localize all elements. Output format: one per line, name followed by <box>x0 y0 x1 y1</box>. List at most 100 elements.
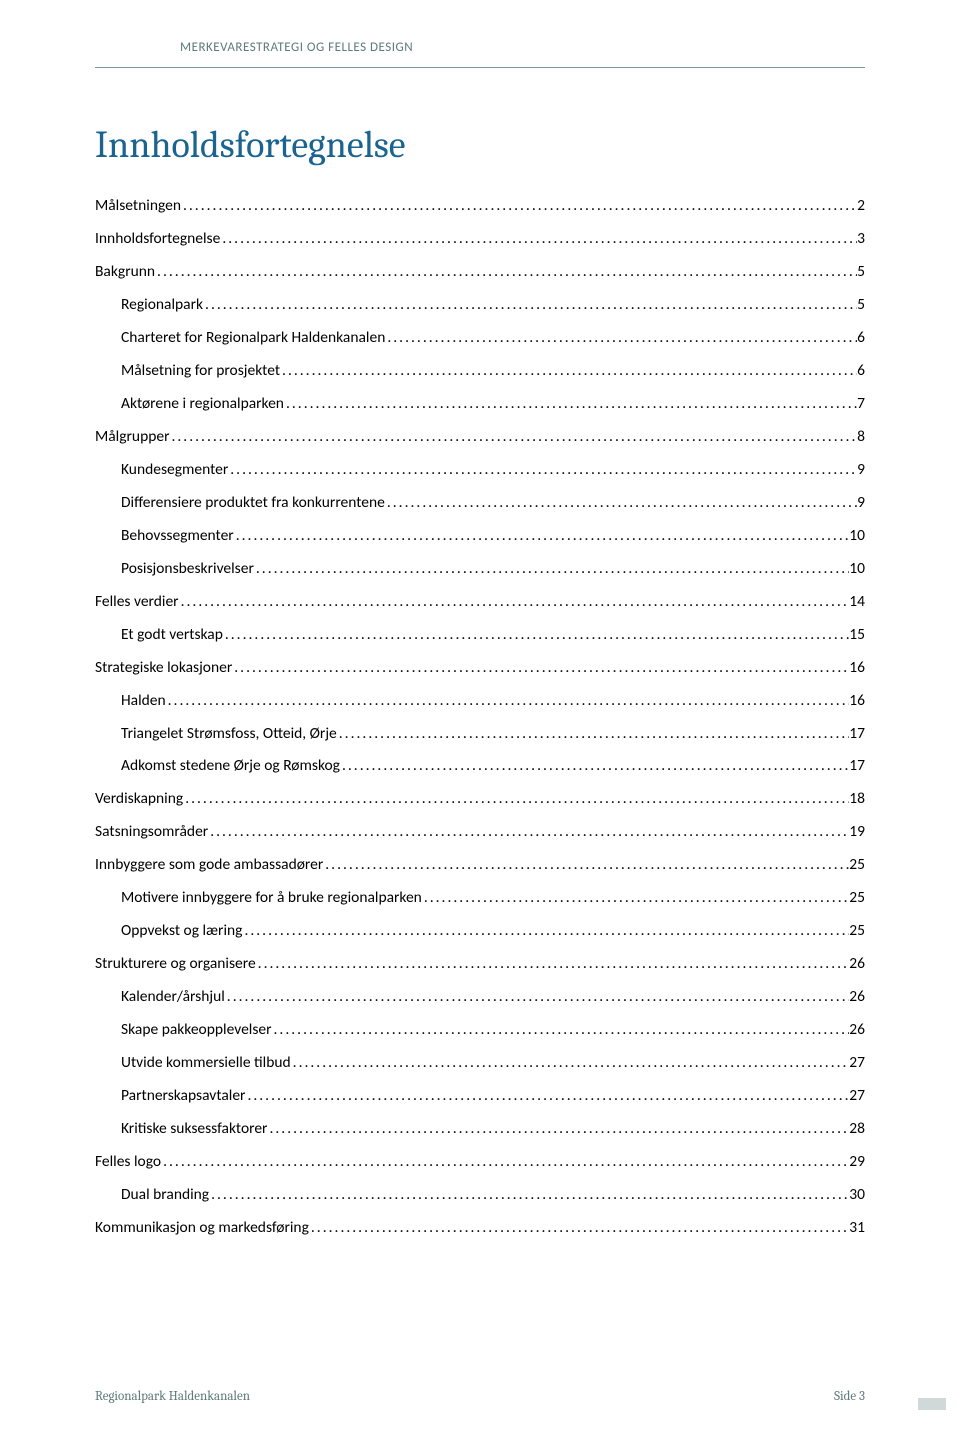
toc-entry-page: 18 <box>849 788 865 810</box>
toc-entry-label: Innholdsfortegnelse <box>95 228 220 250</box>
toc-entry-label: Triangelet Strømsfoss, Otteid, Ørje <box>121 723 337 745</box>
toc-row: Målgrupper8 <box>95 426 865 448</box>
toc-entry-label: Utvide kommersielle tilbud <box>121 1052 291 1074</box>
toc-entry-page: 28 <box>849 1118 865 1140</box>
toc-leader-dots <box>155 261 857 283</box>
toc-entry-page: 14 <box>849 591 865 613</box>
toc-entry-page: 26 <box>849 986 865 1008</box>
toc-entry-label: Posisjonsbeskrivelser <box>121 558 254 580</box>
toc-row: Strategiske lokasjoner16 <box>95 657 865 679</box>
toc-entry-page: 16 <box>849 690 865 712</box>
toc-entry-page: 26 <box>849 1019 865 1041</box>
toc-leader-dots <box>228 459 857 481</box>
toc-entry-label: Strukturere og organisere <box>95 953 256 975</box>
toc-entry-label: Målgrupper <box>95 426 169 448</box>
toc-entry-label: Strategiske lokasjoner <box>95 657 232 679</box>
toc-leader-dots <box>242 920 849 942</box>
toc-entry-page: 7 <box>857 393 865 415</box>
toc-leader-dots <box>245 1085 849 1107</box>
toc-entry-label: Kommunikasjon og markedsføring <box>95 1217 309 1239</box>
toc-leader-dots <box>267 1118 849 1140</box>
toc-entry-page: 19 <box>849 821 865 843</box>
toc-row: Målsetning for prosjektet6 <box>95 360 865 382</box>
toc-entry-page: 9 <box>857 492 865 514</box>
toc-entry-label: Verdiskapning <box>95 788 183 810</box>
toc-entry-page: 3 <box>857 228 865 250</box>
toc-entry-page: 31 <box>849 1217 865 1239</box>
toc-row: Innbyggere som gode ambassadører 25 <box>95 854 865 876</box>
toc-entry-page: 15 <box>849 624 865 646</box>
toc-row: Halden16 <box>95 690 865 712</box>
toc-leader-dots <box>385 327 857 349</box>
toc-entry-page: 5 <box>857 261 865 283</box>
toc-row: Oppvekst og læring25 <box>95 920 865 942</box>
toc-row: Satsningsområder19 <box>95 821 865 843</box>
toc-entry-label: Regionalpark <box>121 294 203 316</box>
toc-row: Dual branding 30 <box>95 1184 865 1206</box>
toc-row: Triangelet Strømsfoss, Otteid, Ørje 17 <box>95 723 865 745</box>
toc-leader-dots <box>340 755 849 777</box>
toc-row: Målsetningen2 <box>95 195 865 217</box>
toc-entry-label: Et godt vertskap <box>121 624 223 646</box>
toc-leader-dots <box>256 953 850 975</box>
toc-entry-page: 26 <box>849 953 865 975</box>
toc-leader-dots <box>183 788 849 810</box>
toc-row: Felles verdier 14 <box>95 591 865 613</box>
toc-entry-page: 17 <box>849 723 865 745</box>
toc-entry-label: Differensiere produktet fra konkurrenten… <box>121 492 385 514</box>
footer-right: Side 3 <box>834 1389 865 1404</box>
toc-leader-dots <box>422 887 849 909</box>
toc-leader-dots <box>309 1217 849 1239</box>
toc-row: Posisjonsbeskrivelser10 <box>95 558 865 580</box>
toc-entry-label: Dual branding <box>121 1184 209 1206</box>
toc-leader-dots <box>161 1151 849 1173</box>
toc-entry-label: Kritiske suksessfaktorer <box>121 1118 267 1140</box>
toc-entry-label: Skape pakkeopplevelser <box>121 1019 272 1041</box>
toc-entry-page: 6 <box>857 327 865 349</box>
toc-leader-dots <box>181 195 857 217</box>
toc-leader-dots <box>385 492 857 514</box>
toc-leader-dots <box>179 591 850 613</box>
toc-leader-dots <box>225 986 850 1008</box>
toc-entry-page: 6 <box>857 360 865 382</box>
toc-entry-page: 9 <box>857 459 865 481</box>
toc-leader-dots <box>203 294 857 316</box>
toc-entry-page: 5 <box>857 294 865 316</box>
toc-entry-label: Behovssegmenter <box>121 525 234 547</box>
toc-entry-page: 27 <box>849 1085 865 1107</box>
toc-entry-page: 25 <box>849 887 865 909</box>
toc-entry-page: 30 <box>849 1184 865 1206</box>
toc-row: Aktørene i regionalparken7 <box>95 393 865 415</box>
toc-row: Partnerskapsavtaler 27 <box>95 1085 865 1107</box>
toc-entry-label: Felles logo <box>95 1151 161 1173</box>
toc-entry-label: Kalender/årshjul <box>121 986 225 1008</box>
toc-row: Et godt vertskap 15 <box>95 624 865 646</box>
toc-entry-page: 25 <box>849 920 865 942</box>
header-divider <box>95 67 865 68</box>
table-of-contents: Målsetningen2Innholdsfortegnelse3Bakgrun… <box>95 195 865 1240</box>
toc-leader-dots <box>223 624 849 646</box>
footer-left: Regionalpark Haldenkanalen <box>95 1389 250 1404</box>
toc-entry-label: Innbyggere som gode ambassadører <box>95 854 323 876</box>
toc-entry-label: Målsetningen <box>95 195 181 217</box>
toc-row: Skape pakkeopplevelser 26 <box>95 1019 865 1041</box>
toc-entry-page: 10 <box>849 525 865 547</box>
toc-leader-dots <box>232 657 849 679</box>
toc-row: Innholdsfortegnelse 3 <box>95 228 865 250</box>
toc-row: Utvide kommersielle tilbud 27 <box>95 1052 865 1074</box>
toc-entry-label: Partnerskapsavtaler <box>121 1085 245 1107</box>
toc-leader-dots <box>254 558 849 580</box>
toc-leader-dots <box>272 1019 850 1041</box>
toc-row: Kundesegmenter9 <box>95 459 865 481</box>
toc-row: Verdiskapning 18 <box>95 788 865 810</box>
toc-entry-label: Felles verdier <box>95 591 179 613</box>
page-footer: Regionalpark Haldenkanalen Side 3 <box>95 1389 865 1404</box>
toc-leader-dots <box>284 393 857 415</box>
toc-leader-dots <box>169 426 857 448</box>
toc-entry-page: 25 <box>849 854 865 876</box>
document-page: MERKEVARESTRATEGI OG FELLES DESIGN Innho… <box>0 0 960 1432</box>
toc-entry-label: Adkomst stedene Ørje og Rømskog <box>121 755 340 777</box>
toc-row: Adkomst stedene Ørje og Rømskog17 <box>95 755 865 777</box>
toc-leader-dots <box>208 821 849 843</box>
toc-entry-page: 27 <box>849 1052 865 1074</box>
